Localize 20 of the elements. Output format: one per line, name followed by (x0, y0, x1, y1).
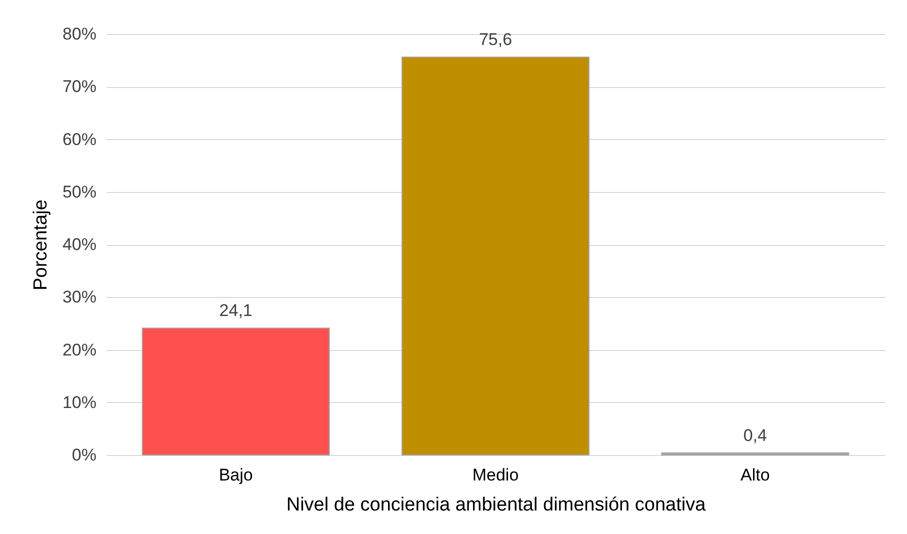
data-label: 24,1 (219, 301, 252, 320)
x-tick-label: Medio (472, 466, 519, 484)
y-axis-title: Porcentaje (30, 200, 52, 290)
y-tick-label: 0% (72, 446, 96, 464)
y-tick-label: 70% (62, 77, 96, 96)
x-tick-label: Alto (740, 466, 770, 484)
y-tick-label: 50% (62, 182, 96, 202)
y-tick-label: 10% (62, 392, 96, 412)
y-tick-label: 60% (62, 130, 96, 149)
x-axis-title: Nivel de conciencia ambiental dimensión conativa (286, 494, 706, 516)
y-tick-label: 20% (62, 340, 96, 360)
bar (142, 328, 330, 456)
data-label: 75,6 (478, 30, 512, 50)
bar (402, 56, 590, 456)
y-tick-label: 40% (62, 235, 96, 254)
bar (661, 452, 850, 456)
y-tick-label: 30% (62, 288, 96, 307)
y-tick-label: 80% (62, 24, 96, 44)
data-label: 0,4 (743, 426, 767, 445)
x-tick-label: Bajo (218, 466, 253, 484)
